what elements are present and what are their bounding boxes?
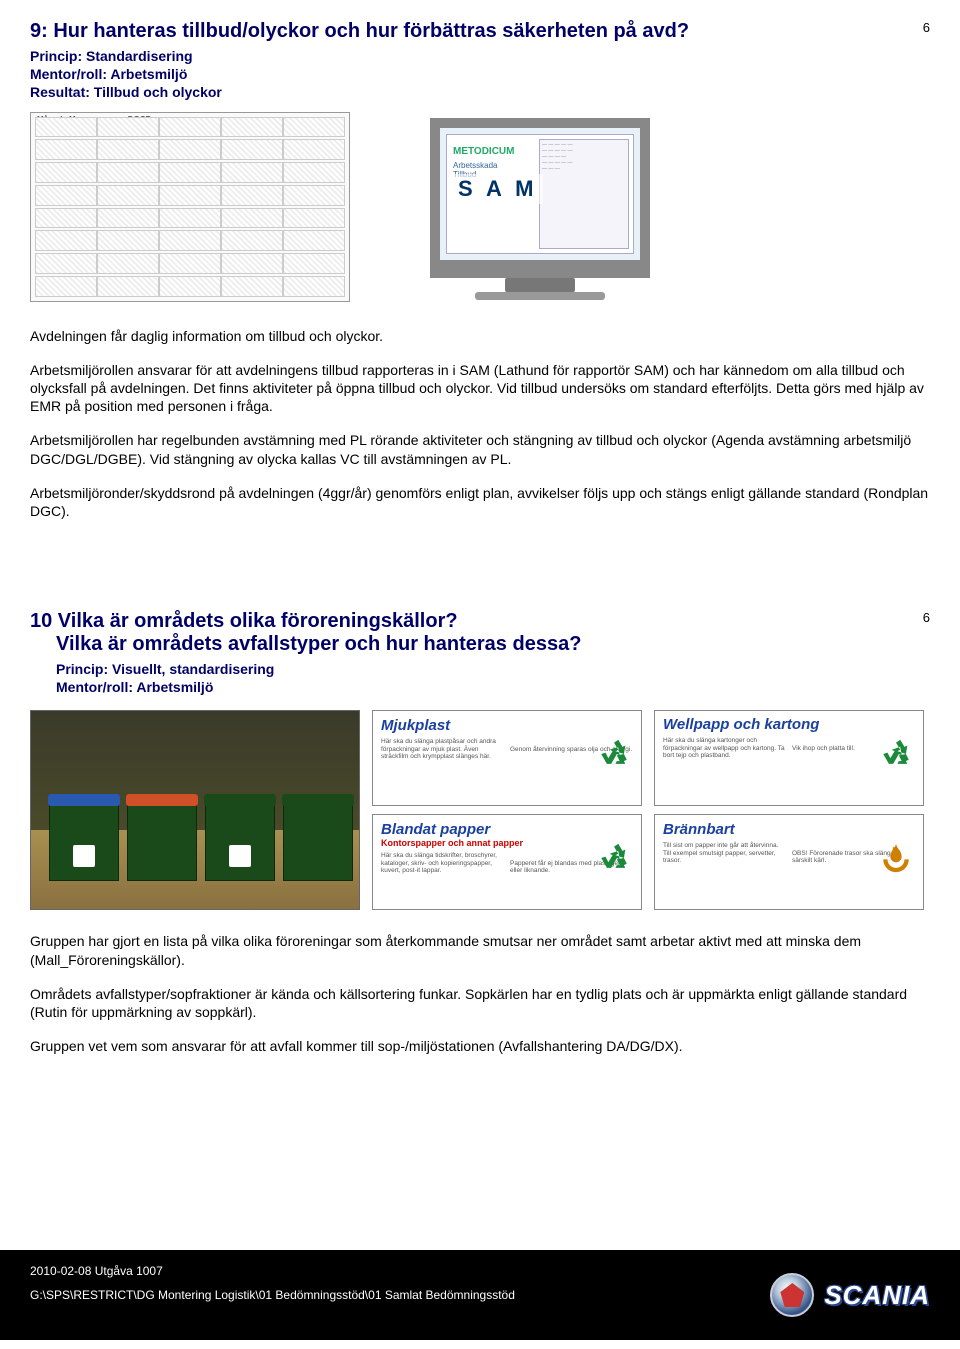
sam-monitor-image: METODICUM ArbetsskadaTillbud — — — — —— … — [430, 112, 650, 300]
recycle-icon — [597, 737, 631, 771]
recycle-icon — [879, 737, 913, 771]
page-footer: 2010-02-08 Utgåva 1007 G:\SPS\RESTRICT\D… — [0, 1250, 960, 1340]
recycle-icon — [597, 841, 631, 875]
poster-title: Wellpapp och kartong — [663, 717, 915, 733]
poster-brannbart: Brännbart Till sist om papper inte går a… — [654, 814, 924, 910]
poster-title: Blandat papper — [381, 821, 633, 838]
section1-pagenum: 6 — [923, 20, 930, 35]
section1-p3: Arbetsmiljörollen har regelbunden avstäm… — [30, 431, 930, 467]
section2-principle: Princip: Visuellt, standardisering — [30, 660, 930, 678]
poster-wellpapp: Wellpapp och kartong Här ska du slänga k… — [654, 710, 924, 806]
section1-title: 9: Hur hanteras tillbud/olyckor och hur … — [30, 20, 930, 43]
section2-images: Mjukplast Här ska du slänga plastpåsar o… — [30, 710, 930, 910]
section1-principle: Princip: Standardisering — [30, 47, 930, 65]
poster-blandatpapper: Blandat papper Kontorspapper och annat p… — [372, 814, 642, 910]
section2-pagenum: 6 — [923, 610, 930, 625]
poster-mjukplast: Mjukplast Här ska du slänga plastpåsar o… — [372, 710, 642, 806]
section2-p3: Gruppen vet vem som ansvarar för att avf… — [30, 1037, 930, 1055]
poster-title: Mjukplast — [381, 717, 633, 734]
section2-p2: Områdets avfallstyper/sopfraktioner är k… — [30, 985, 930, 1021]
section1-header: 9: Hur hanteras tillbud/olyckor och hur … — [30, 20, 930, 102]
dgcp-chart-image: Månad Mars DGCP — [30, 112, 350, 302]
sam-overlay-text: S A M — [452, 174, 543, 204]
poster-sub: Kontorspapper och annat papper — [381, 838, 633, 848]
section1-p4: Arbetsmiljöronder/skyddsrond på avdelnin… — [30, 484, 930, 520]
section2: 10 Vilka är områdets olika föroreningskä… — [30, 610, 930, 1055]
poster-title: Brännbart — [663, 821, 915, 838]
section2-title-l1: 10 Vilka är områdets olika föroreningskä… — [30, 610, 930, 633]
section1-images: Månad Mars DGCP METODICUM — [30, 112, 930, 302]
section1-result: Resultat: Tillbud och olyckor — [30, 83, 930, 101]
scania-logo: SCANIA — [770, 1273, 930, 1317]
poster-col-1: Mjukplast Här ska du slänga plastpåsar o… — [372, 710, 642, 910]
section1-p2: Arbetsmiljörollen ansvarar för att avdel… — [30, 361, 930, 416]
section1-p1: Avdelningen får daglig information om ti… — [30, 327, 930, 345]
metodicum-label: METODICUM — [453, 146, 514, 157]
section2-p1: Gruppen har gjort en lista på vilka olik… — [30, 932, 930, 968]
section1-mentor: Mentor/roll: Arbetsmiljö — [30, 65, 930, 83]
section2-header: 10 Vilka är områdets olika föroreningskä… — [30, 610, 930, 696]
section2-mentor: Mentor/roll: Arbetsmiljö — [30, 678, 930, 696]
scania-griffin-icon — [770, 1273, 814, 1317]
section2-title-l2: Vilka är områdets avfallstyper och hur h… — [30, 633, 930, 656]
warehouse-photo — [30, 710, 360, 910]
scania-wordmark: SCANIA — [824, 1280, 930, 1311]
poster-col-2: Wellpapp och kartong Här ska du slänga k… — [654, 710, 924, 910]
recycle-icon — [879, 841, 913, 875]
